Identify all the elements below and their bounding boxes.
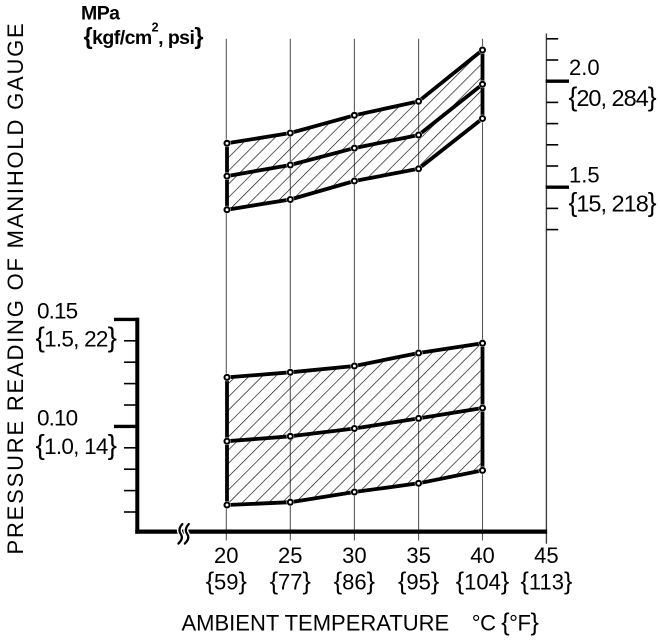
svg-text:{86}: {86} [334,568,375,596]
svg-text:{1.0, 14}: {1.0, 14} [36,429,117,460]
svg-text:{1.5, 22}: {1.5, 22} [36,321,117,352]
svg-text:35: 35 [406,543,430,568]
svg-text:{113}: {113} [521,568,573,596]
svg-text:0.15: 0.15 [37,298,78,323]
svg-text:{95}: {95} [398,568,439,596]
svg-text:30: 30 [342,543,366,568]
svg-text:{20, 284}: {20, 284} [569,82,657,112]
svg-text:0.10: 0.10 [37,406,78,431]
svg-text:2.0: 2.0 [569,55,600,80]
svg-text:PRESSURE READING OF MANIHOLD G: PRESSURE READING OF MANIHOLD GAUGE [3,21,28,554]
svg-text:MPa: MPa [81,2,120,24]
svg-text:20: 20 [214,543,238,568]
svg-text:{104}: {104} [456,568,509,596]
svg-text:45: 45 [534,543,558,568]
svg-text:{77}: {77} [270,568,311,596]
svg-text:{15, 218}: {15, 218} [569,188,657,218]
svg-text:1.5: 1.5 [569,162,600,187]
svg-text:AMBIENT TEMPERATURE: AMBIENT TEMPERATURE [182,611,450,636]
svg-text:°C {°F}: °C {°F} [472,609,539,637]
svg-text:40: 40 [470,543,494,568]
svg-text:25: 25 [278,543,302,568]
svg-text:{59}: {59} [206,568,247,596]
